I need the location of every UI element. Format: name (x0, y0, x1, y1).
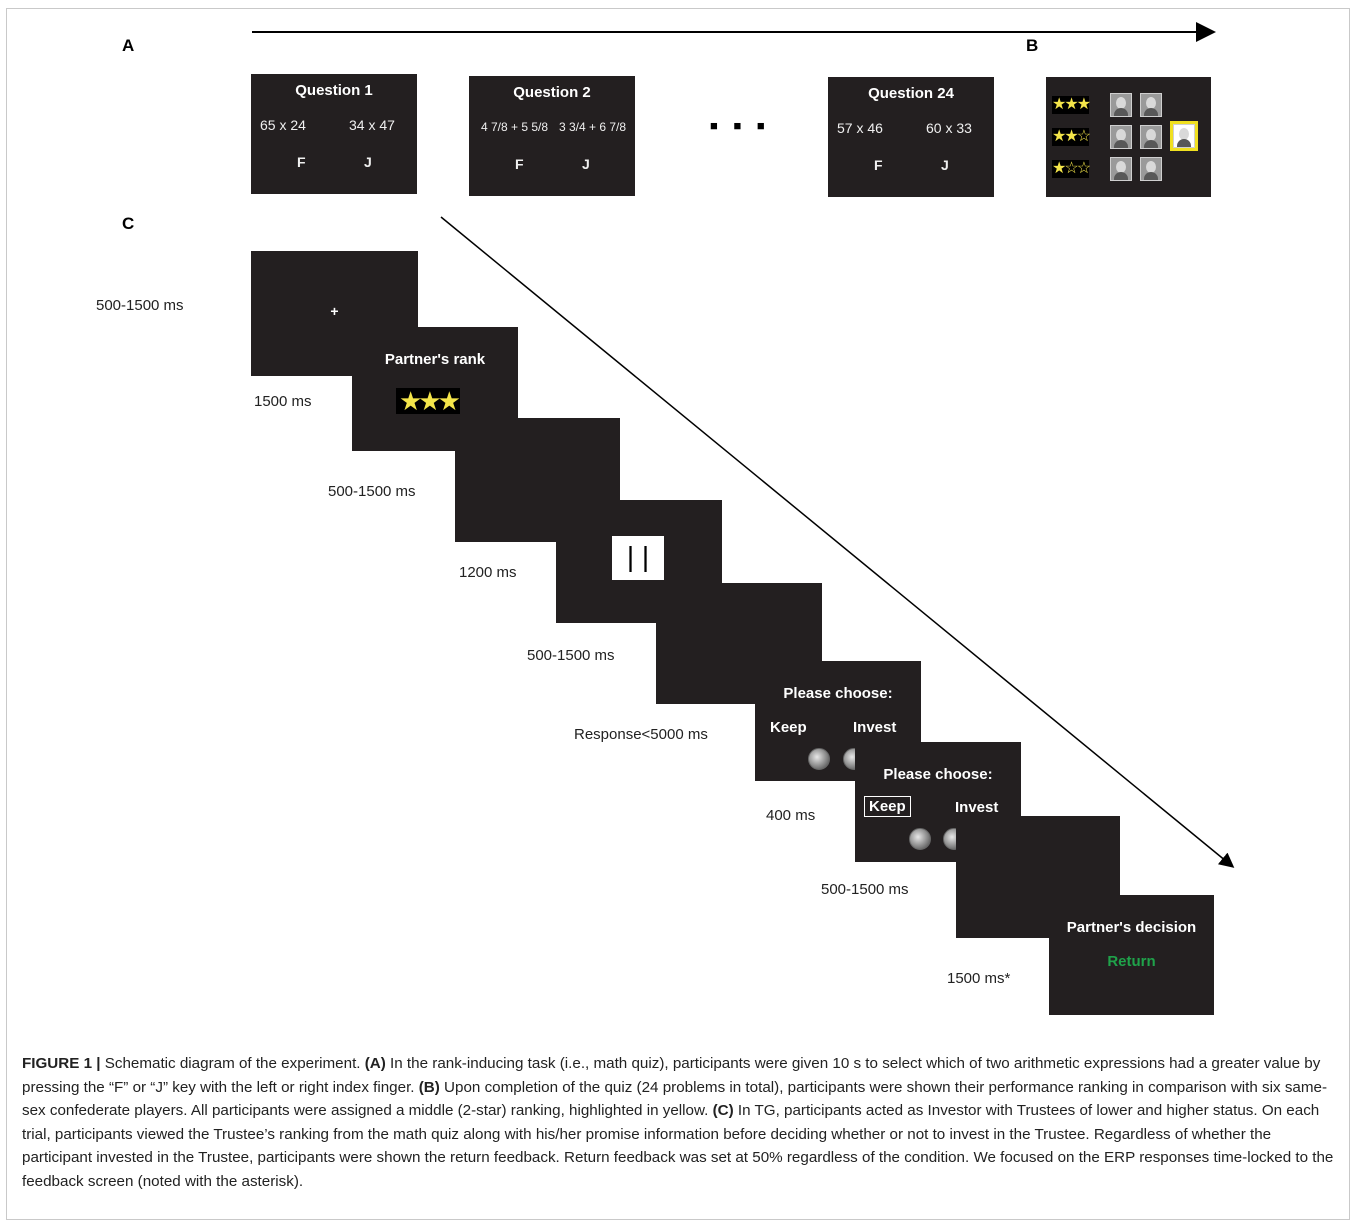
key-f: F (874, 157, 883, 173)
keep-option: Keep (770, 719, 807, 736)
partner-star-rating: ★★★ (396, 388, 461, 414)
duration-label: 500-1500 ms (96, 297, 184, 314)
duration-label: 500-1500 ms (527, 647, 615, 664)
keep-option-selected: Keep (864, 796, 911, 817)
duration-label: 500-1500 ms (821, 881, 909, 898)
face-photo (1173, 124, 1195, 148)
trial-sequence-arrow (440, 216, 1235, 868)
highlighted-participant (1170, 121, 1198, 151)
caption-text-a: In the rank-inducing task (i.e., math qu… (22, 1055, 1321, 1096)
caption-tag-a: (A) (364, 1055, 386, 1072)
caption-tag-b: (B) (418, 1078, 440, 1096)
ellipsis: ■ ■ ■ (710, 118, 771, 133)
screen-heading: Partner's rank (384, 351, 486, 368)
star-rating-2: ★★☆ (1052, 128, 1091, 146)
coin-icon (909, 828, 931, 850)
star-rating-1: ★☆☆ (1052, 160, 1091, 178)
coin-icon (808, 748, 830, 770)
caption-title: Schematic diagram of the experiment. (100, 1055, 365, 1072)
star-rating-3: ★★★ (1052, 96, 1091, 114)
face-photo (1110, 125, 1132, 149)
face-photo (1140, 125, 1162, 149)
duration-label: 1500 ms* (947, 970, 1011, 987)
screen-heading: Partner's decision (1066, 919, 1197, 936)
duration-label: 1200 ms (459, 564, 517, 581)
partner-rank-screen: Partner's rank ★★★ (352, 327, 518, 451)
key-j: J (364, 154, 372, 170)
caption-text-b: Upon completion of the quiz (24 problems… (22, 1078, 1328, 1120)
question-title: Question 1 (295, 82, 373, 99)
key-f: F (297, 154, 306, 170)
question-screen-2: Question 2 4 7/8 + 5 5/8 3 3/4 + 6 7/8 F… (469, 76, 635, 196)
face-photo (1110, 157, 1132, 181)
figure-caption: FIGURE 1 | Schematic diagram of the expe… (22, 1052, 1338, 1193)
question-title: Question 2 (513, 84, 591, 101)
figure-label: FIGURE 1 | (22, 1055, 101, 1072)
question-screen-1: Question 1 65 x 24 34 x 47 F J (251, 74, 417, 194)
arrows-layer (252, 22, 1235, 868)
question-screen-24: Question 24 57 x 46 60 x 33 F J (828, 77, 994, 197)
feedback-text: Return (1107, 953, 1156, 970)
panel-label-b: B (1026, 36, 1039, 55)
duration-label: 500-1500 ms (328, 483, 416, 500)
face-photo (1140, 93, 1162, 117)
key-j: J (941, 157, 949, 173)
promise-stimulus: | | (612, 536, 664, 580)
face-photo (1110, 93, 1132, 117)
ranking-screen: ★★★ ★★☆ ★☆☆ (1046, 77, 1211, 197)
expression-right: 34 x 47 (349, 117, 395, 133)
fixation-cross: + (330, 303, 339, 319)
figure-frame (6, 8, 1350, 1220)
expression-left: 57 x 46 (837, 120, 883, 136)
question-title: Question 24 (868, 85, 954, 102)
duration-label: Response<5000 ms (574, 726, 708, 743)
expression-right: 60 x 33 (926, 120, 972, 136)
screen-heading: Please choose: (783, 685, 893, 702)
invest-option: Invest (955, 799, 999, 816)
expression-left: 4 7/8 + 5 5/8 (481, 120, 549, 134)
expression-left: 65 x 24 (260, 117, 306, 133)
caption-tag-c: (C) (712, 1102, 734, 1119)
key-f: F (515, 156, 524, 172)
face-photo (1140, 157, 1162, 181)
key-j: J (582, 156, 590, 172)
caption-text-c: In TG, participants acted as Investor wi… (22, 1102, 1334, 1190)
duration-label: 1500 ms (254, 393, 312, 410)
feedback-screen: Partner's decision Return (1049, 895, 1214, 1015)
screen-heading: Please choose: (883, 766, 993, 783)
expression-right: 3 3/4 + 6 7/8 (559, 120, 627, 134)
duration-label: 400 ms (766, 807, 816, 824)
invest-option: Invest (853, 719, 897, 736)
panel-label-a: A (122, 36, 135, 55)
panel-label-c: C (122, 214, 135, 233)
